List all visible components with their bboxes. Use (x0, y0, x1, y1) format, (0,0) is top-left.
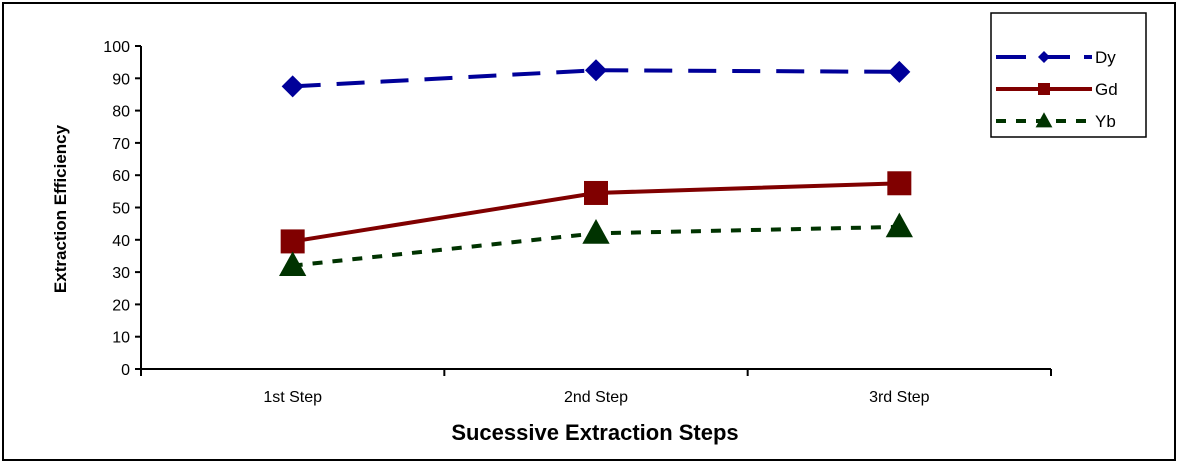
y-tick-label: 80 (112, 104, 130, 121)
y-tick-label: 60 (112, 168, 130, 185)
y-tick-label: 90 (112, 71, 130, 88)
series-dy (281, 59, 911, 98)
y-axis-title: Extraction Efficiency (51, 124, 70, 293)
legend-marker-dy (1038, 51, 1050, 63)
series-layer (279, 59, 913, 277)
legend-item-gd: Gd (996, 80, 1118, 99)
legend-marker-yb (1035, 112, 1053, 128)
y-tick-label: 10 (112, 330, 130, 347)
series-gd (280, 171, 912, 254)
line-chart: 0 10 20 30 40 50 60 70 80 90 100 1st Step 2nd Step 3r… (51, 12, 1147, 445)
data-point-yb (279, 251, 307, 277)
y-tick-label: 50 (112, 201, 130, 218)
x-tick-label: 1st Step (263, 389, 322, 406)
data-point-gd (887, 171, 912, 196)
legend-item-yb: Yb (996, 112, 1116, 131)
legend-label-dy: Dy (1095, 48, 1116, 67)
y-tick-label: 0 (121, 362, 130, 379)
series-yb (279, 212, 913, 277)
legend-item-dy: Dy (996, 48, 1116, 67)
legend: Dy Gd Yb (990, 12, 1147, 138)
legend-marker-gd (1038, 83, 1050, 95)
data-point-gd (280, 229, 305, 254)
data-point-gd (584, 180, 608, 205)
y-tick-label: 30 (112, 265, 130, 282)
data-point-dy (281, 75, 304, 98)
data-point-dy (585, 59, 607, 82)
legend-label-yb: Yb (1095, 112, 1116, 131)
legend-label-gd: Gd (1095, 80, 1118, 99)
x-tick-label: 3rd Step (869, 389, 930, 406)
legend-box (990, 12, 1147, 138)
x-axis-title: Sucessive Extraction Steps (451, 420, 738, 445)
y-tick-label: 70 (112, 136, 130, 153)
series-line-dy (292, 68, 900, 89)
axes: 0 10 20 30 40 50 60 70 80 90 100 1st Step 2nd Step 3r… (103, 39, 1052, 406)
y-tick-label: 20 (112, 297, 130, 314)
data-point-yb (885, 212, 913, 238)
y-tick-label: 100 (103, 39, 130, 56)
data-point-dy (888, 60, 911, 83)
data-point-yb (582, 219, 610, 244)
x-tick-label: 2nd Step (564, 389, 628, 406)
y-tick-label: 40 (112, 233, 130, 250)
